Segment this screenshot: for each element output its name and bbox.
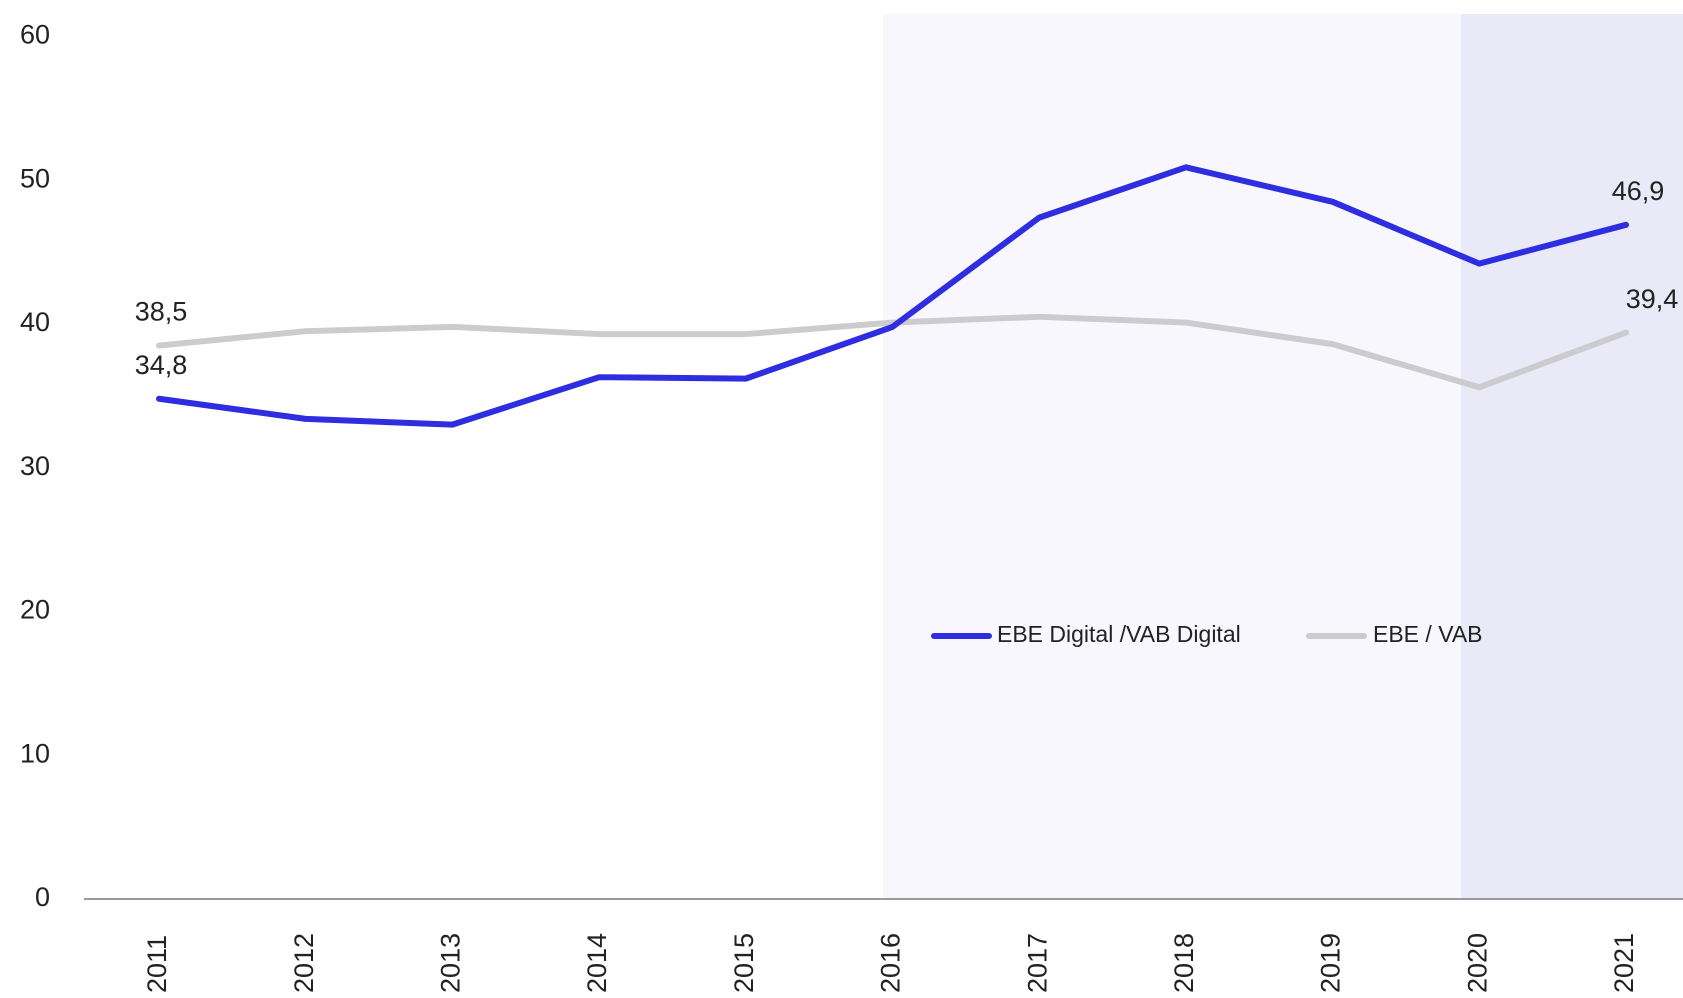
data-label: 38,5 <box>135 297 188 327</box>
series-line <box>156 313 1629 391</box>
x-tick-label: 2015 <box>729 933 759 993</box>
x-tick-label: 2011 <box>142 935 172 993</box>
period-band <box>1461 14 1683 899</box>
x-tick-label: 2014 <box>582 933 612 993</box>
x-tick-label: 2016 <box>876 933 906 993</box>
y-tick-label: 10 <box>20 738 50 768</box>
x-tick-label: 2019 <box>1316 933 1346 993</box>
x-tick-label: 2012 <box>289 933 319 993</box>
data-label: 34,8 <box>135 350 188 380</box>
y-tick-label: 60 <box>20 20 50 50</box>
y-tick-label: 0 <box>35 882 50 912</box>
legend-label: EBE / VAB <box>1373 621 1483 647</box>
x-tick-label: 2020 <box>1462 933 1492 993</box>
x-tick-label: 2021 <box>1609 933 1639 993</box>
y-tick-label: 30 <box>20 451 50 481</box>
x-tick-label: 2017 <box>1022 933 1052 993</box>
data-label: 39,4 <box>1626 284 1679 314</box>
data-label: 46,9 <box>1612 176 1665 206</box>
y-tick-label: 50 <box>20 163 50 193</box>
legend-label: EBE Digital /VAB Digital <box>997 621 1241 647</box>
x-tick-label: 2013 <box>436 933 466 993</box>
series-line <box>156 164 1629 428</box>
y-tick-label: 20 <box>20 595 50 625</box>
y-tick-label: 40 <box>20 307 50 337</box>
x-tick-label: 2018 <box>1169 933 1199 993</box>
